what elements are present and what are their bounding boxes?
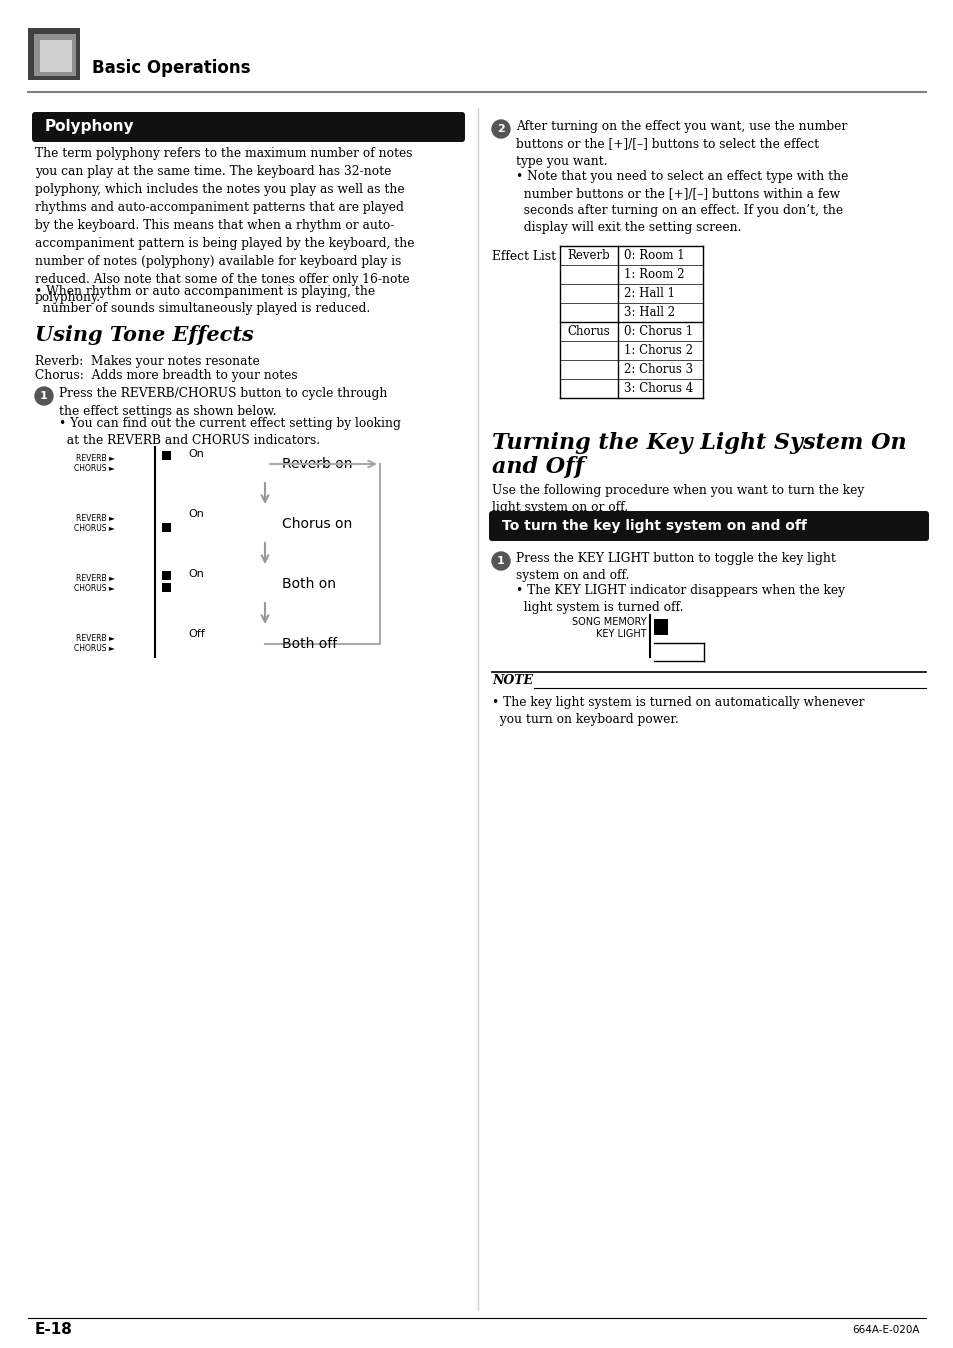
- Text: REVERB ►: REVERB ►: [76, 634, 115, 643]
- Text: Reverb: Reverb: [567, 249, 610, 262]
- Text: After turning on the effect you want, use the number
buttons or the [+]/[–] butt: After turning on the effect you want, us…: [516, 120, 846, 168]
- Text: On: On: [188, 510, 204, 519]
- Text: Chorus: Chorus: [567, 325, 610, 338]
- Text: • The key light system is turned on automatically whenever
  you turn on keyboar: • The key light system is turned on auto…: [492, 696, 863, 727]
- Text: Both on: Both on: [282, 577, 335, 590]
- Text: • When rhythm or auto accompaniment is playing, the
  number of sounds simultane: • When rhythm or auto accompaniment is p…: [35, 284, 375, 315]
- Text: REVERB ►: REVERB ►: [76, 514, 115, 523]
- Text: Off: Off: [188, 630, 205, 639]
- Text: 1: 1: [497, 555, 504, 566]
- Text: Press the KEY LIGHT button to toggle the key light
system on and off.: Press the KEY LIGHT button to toggle the…: [516, 551, 835, 582]
- Text: Chorus on: Chorus on: [282, 518, 352, 531]
- Text: 1: 1: [40, 391, 48, 400]
- Text: 664A-E-020A: 664A-E-020A: [852, 1325, 919, 1335]
- Text: CHORUS ►: CHORUS ►: [74, 644, 115, 652]
- Text: REVERB ►: REVERB ►: [76, 454, 115, 462]
- Text: CHORUS ►: CHORUS ►: [74, 524, 115, 532]
- Bar: [162, 452, 171, 460]
- Text: CHORUS ►: CHORUS ►: [74, 584, 115, 593]
- Text: Both off: Both off: [282, 638, 337, 651]
- Text: Basic Operations: Basic Operations: [91, 59, 251, 77]
- Text: On: On: [188, 449, 204, 460]
- Text: Chorus:  Adds more breadth to your notes: Chorus: Adds more breadth to your notes: [35, 369, 297, 381]
- Text: Use the following procedure when you want to turn the key
light system on or off: Use the following procedure when you wan…: [492, 484, 863, 514]
- Text: On: On: [188, 569, 204, 580]
- Text: 1: Chorus 2: 1: Chorus 2: [623, 344, 692, 357]
- Text: NOTE: NOTE: [492, 674, 533, 687]
- Text: 3: Chorus 4: 3: Chorus 4: [623, 381, 693, 395]
- Text: 2: Chorus 3: 2: Chorus 3: [623, 363, 693, 376]
- Text: REVERB ►: REVERB ►: [76, 574, 115, 582]
- Bar: [162, 523, 171, 532]
- Bar: [34, 34, 76, 75]
- Text: Effect List: Effect List: [492, 249, 556, 263]
- Text: To turn the key light system on and off: To turn the key light system on and off: [501, 519, 806, 532]
- Circle shape: [492, 551, 510, 570]
- Text: Reverb:  Makes your notes resonate: Reverb: Makes your notes resonate: [35, 355, 259, 368]
- Bar: [654, 619, 667, 635]
- FancyBboxPatch shape: [489, 511, 928, 541]
- Text: CHORUS ►: CHORUS ►: [74, 464, 115, 473]
- FancyBboxPatch shape: [32, 112, 464, 142]
- Text: Using Tone Effects: Using Tone Effects: [35, 325, 253, 345]
- Circle shape: [492, 120, 510, 137]
- Text: Polyphony: Polyphony: [45, 120, 134, 135]
- Text: • You can find out the current effect setting by looking
  at the REVERB and CHO: • You can find out the current effect se…: [59, 417, 400, 448]
- Text: E-18: E-18: [35, 1322, 72, 1337]
- Text: 2: Hall 1: 2: Hall 1: [623, 287, 675, 301]
- Text: The term polyphony refers to the maximum number of notes
you can play at the sam: The term polyphony refers to the maximum…: [35, 147, 414, 305]
- Text: 1: Room 2: 1: Room 2: [623, 268, 684, 280]
- Text: Reverb on: Reverb on: [282, 457, 352, 470]
- Text: • The KEY LIGHT indicator disappears when the key
  light system is turned off.: • The KEY LIGHT indicator disappears whe…: [516, 584, 844, 613]
- Text: 0: Chorus 1: 0: Chorus 1: [623, 325, 693, 338]
- Circle shape: [35, 387, 53, 404]
- Text: 3: Hall 2: 3: Hall 2: [623, 306, 675, 319]
- Bar: [28, 28, 80, 80]
- Text: Turning the Key Light System On
and Off: Turning the Key Light System On and Off: [492, 431, 905, 477]
- Text: 0: Room 1: 0: Room 1: [623, 249, 684, 262]
- Bar: [40, 40, 71, 71]
- Text: SONG MEMORY
KEY LIGHT: SONG MEMORY KEY LIGHT: [572, 617, 646, 639]
- Bar: [162, 572, 171, 580]
- Bar: [162, 582, 171, 592]
- Text: 2: 2: [497, 124, 504, 133]
- Text: • Note that you need to select an effect type with the
  number buttons or the [: • Note that you need to select an effect…: [516, 170, 847, 235]
- Text: Press the REVERB/CHORUS button to cycle through
the effect settings as shown bel: Press the REVERB/CHORUS button to cycle …: [59, 387, 387, 418]
